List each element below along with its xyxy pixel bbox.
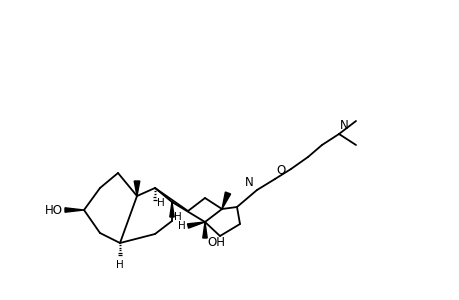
Text: OH: OH: [207, 236, 224, 248]
Text: H: H: [174, 212, 181, 222]
Text: N: N: [245, 176, 253, 189]
Text: N: N: [339, 119, 348, 132]
Text: H: H: [116, 260, 123, 270]
Polygon shape: [187, 222, 205, 228]
Polygon shape: [169, 202, 174, 217]
Polygon shape: [134, 181, 140, 196]
Text: O: O: [275, 164, 285, 177]
Polygon shape: [222, 192, 230, 209]
Text: H: H: [178, 221, 185, 231]
Text: HO: HO: [45, 203, 63, 217]
Polygon shape: [65, 208, 84, 212]
Polygon shape: [202, 222, 207, 238]
Text: H: H: [157, 198, 164, 208]
